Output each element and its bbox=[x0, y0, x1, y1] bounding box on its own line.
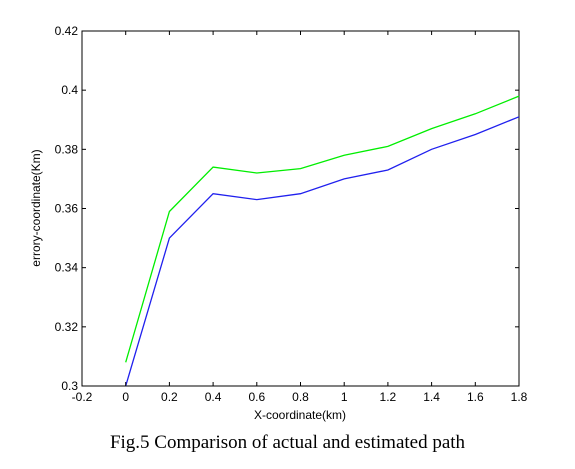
y-tick-label: 0.38 bbox=[55, 142, 79, 156]
y-tick-label: 0.32 bbox=[55, 320, 79, 334]
series-line-1 bbox=[125, 95, 520, 363]
x-tick-label: 1 bbox=[341, 390, 348, 404]
series-line-2 bbox=[125, 116, 520, 387]
x-tick-label: 1.6 bbox=[467, 390, 484, 404]
plot-area bbox=[81, 30, 520, 387]
y-tick-label: 0.42 bbox=[55, 24, 79, 38]
x-tick-label: 0.2 bbox=[161, 390, 178, 404]
y-axis-label: errory-coordinate(Km) bbox=[29, 149, 43, 266]
x-axis: -0.2 0 0.2 0.4 0.6 0.8 1 1.2 1.4 1.6 1.8 bbox=[72, 31, 528, 404]
x-tick-label: 0.8 bbox=[292, 390, 309, 404]
y-tick-label: 0.3 bbox=[61, 379, 78, 393]
x-tick-label: -0.2 bbox=[72, 390, 93, 404]
y-tick-label: 0.36 bbox=[55, 202, 79, 216]
x-tick-label: 1.2 bbox=[380, 390, 397, 404]
x-tick-label: 0.4 bbox=[205, 390, 222, 404]
series-layer bbox=[125, 95, 520, 387]
x-tick-label: 0 bbox=[122, 390, 129, 404]
line-chart: -0.2 0 0.2 0.4 0.6 0.8 1 1.2 1.4 1.6 1.8 0.30.320.… bbox=[29, 24, 528, 422]
x-tick-label: 1.8 bbox=[511, 390, 528, 404]
x-tick-label: 0.6 bbox=[248, 390, 265, 404]
y-tick-label: 0.4 bbox=[61, 83, 78, 97]
y-tick-label: 0.34 bbox=[55, 261, 79, 275]
x-axis-label: X-coordinate(km) bbox=[254, 408, 346, 422]
x-tick-label: 1.4 bbox=[423, 390, 440, 404]
figure-caption: Fig.5 Comparison of actual and estimated… bbox=[109, 432, 466, 453]
y-axis: 0.3 0.32 0.34 0.36 0.38 0.4 0.42 bbox=[55, 24, 519, 393]
